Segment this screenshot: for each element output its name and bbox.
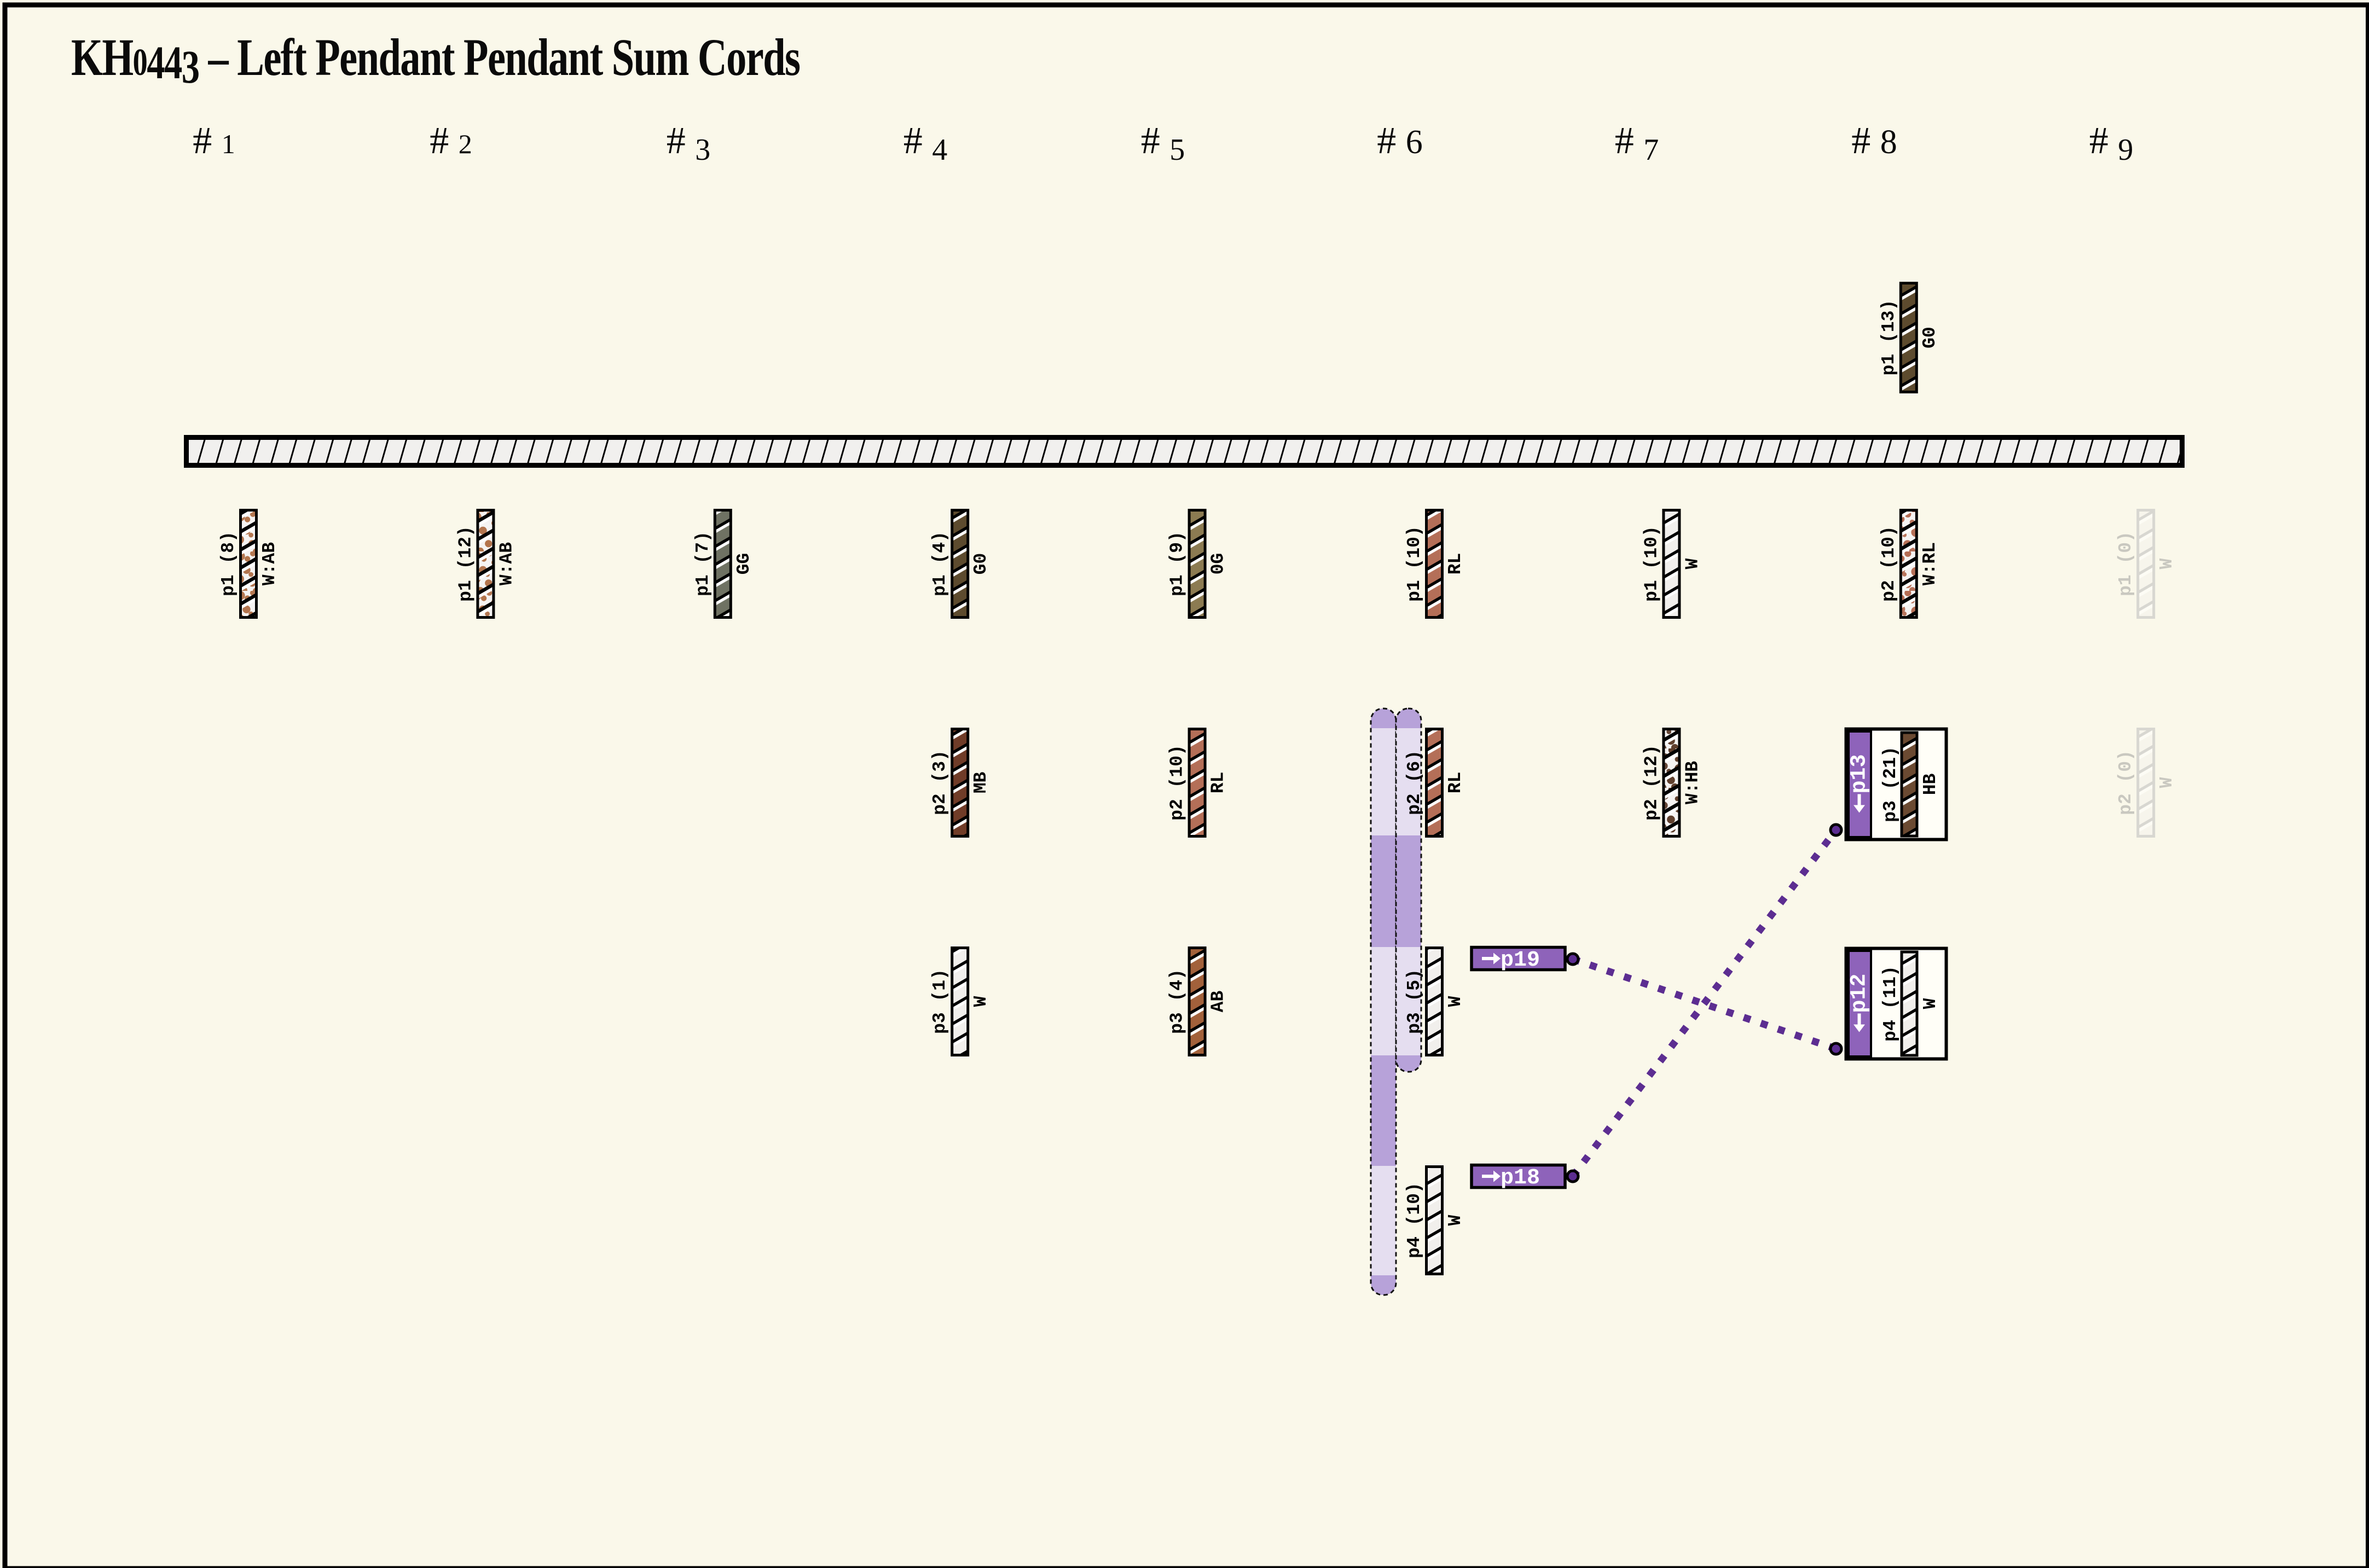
svg-text:HB: HB [1920,774,1941,795]
svg-text:GG: GG [734,553,754,575]
svg-text:# 8: # 8 [1851,120,1897,162]
svg-text:p2 (0): p2 (0) [2116,750,2136,815]
svg-text:0G: 0G [1208,553,1229,575]
svg-text:W:AB: W:AB [259,542,280,585]
svg-text:W: W [1445,996,1466,1007]
svg-text:MB: MB [971,772,991,794]
svg-text:p2 (10): p2 (10) [1879,526,1899,602]
svg-text:p3 (1): p3 (1) [930,969,950,1034]
svg-text:G0: G0 [1920,327,1940,349]
svg-text:p1 (10): p1 (10) [1641,526,1661,602]
svg-text:W:AB: W:AB [496,542,517,585]
svg-text:p12: p12 [1847,973,1872,1013]
svg-text:RL: RL [1208,772,1229,794]
svg-text:p1 (10): p1 (10) [1404,526,1424,602]
svg-text:p2 (10): p2 (10) [1167,745,1188,821]
svg-text:p18: p18 [1501,1166,1540,1190]
svg-text:p2 (12): p2 (12) [1641,745,1661,821]
svg-text:p3 (21): p3 (21) [1880,746,1901,822]
svg-text:p1 (13): p1 (13) [1879,300,1899,376]
svg-text:RL: RL [1445,553,1466,575]
svg-text:W:HB: W:HB [1682,761,1702,804]
svg-text:p1 (4): p1 (4) [930,531,950,596]
svg-text:W: W [1445,1215,1466,1226]
svg-text:# 6: # 6 [1377,120,1423,162]
svg-text:RL: RL [1445,772,1466,794]
svg-text:p1 (9): p1 (9) [1167,531,1188,596]
svg-text:p3 (5): p3 (5) [1404,969,1424,1034]
svg-text:p13: p13 [1847,754,1872,793]
svg-text:W: W [1920,998,1941,1009]
svg-text:p3 (4): p3 (4) [1167,969,1188,1034]
svg-text:p1 (0): p1 (0) [2116,531,2136,596]
svg-text:p4 (10): p4 (10) [1404,1182,1424,1258]
svg-text:p2 (3): p2 (3) [930,750,950,815]
svg-text:W: W [971,996,991,1007]
svg-text:W: W [2157,558,2177,569]
svg-text:p4 (11): p4 (11) [1880,966,1901,1042]
svg-text:W: W [1682,558,1702,569]
svg-text:W: W [2157,777,2177,788]
svg-text:AB: AB [1208,991,1229,1013]
svg-text:p2 (6): p2 (6) [1404,750,1424,815]
svg-text:p1 (12): p1 (12) [455,526,476,602]
svg-text:p1 (8): p1 (8) [218,531,239,596]
svg-text:KH0443 – Left Pendant Pendant: KH0443 – Left Pendant Pendant Sum Cords [71,28,800,93]
svg-text:p19: p19 [1501,948,1540,973]
svg-text:p1 (7): p1 (7) [693,531,713,596]
svg-text:G0: G0 [971,553,991,575]
svg-text:W:RL: W:RL [1920,542,1940,585]
